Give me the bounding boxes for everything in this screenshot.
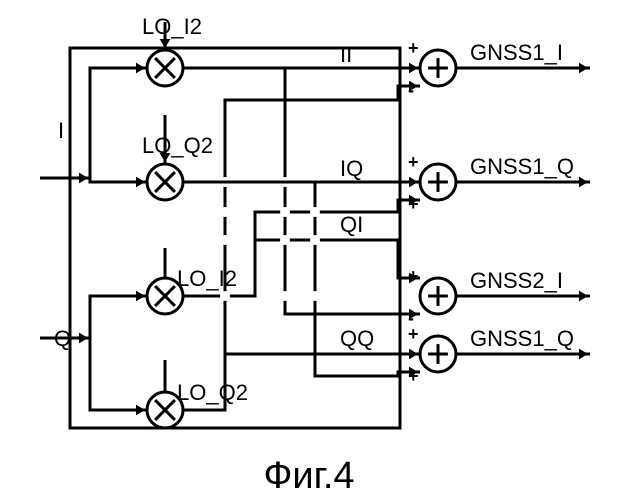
input-q-label: Q (54, 326, 71, 352)
lo-q2-top-label: LO_Q2 (142, 133, 213, 159)
mixer-iq-label: IQ (340, 156, 363, 182)
mixer-ii-label: II (340, 42, 352, 68)
diagram-canvas: +-+++-++ I Q LO_I2 LO_Q2 LO_I2 LO_Q2 II … (0, 0, 618, 500)
svg-text:-: - (408, 308, 414, 328)
figure-caption: Фиг.4 (0, 455, 618, 498)
out-a2-label: GNSS1_Q (470, 154, 574, 180)
out-a3-label: GNSS2_I (470, 268, 563, 294)
svg-text:-: - (408, 80, 414, 100)
out-a1-label: GNSS1_I (470, 40, 563, 66)
diagram-svg: +-+++-++ (0, 0, 618, 500)
svg-text:+: + (408, 38, 419, 58)
svg-text:+: + (408, 324, 419, 344)
svg-text:+: + (408, 266, 419, 286)
lo-i2-bot-label: LO_I2 (177, 266, 237, 292)
out-a4-label: GNSS1_Q (470, 326, 574, 352)
svg-text:+: + (408, 152, 419, 172)
lo-i2-top-label: LO_I2 (142, 14, 202, 40)
mixer-qi-label: QI (340, 212, 363, 238)
input-i-label: I (58, 118, 64, 144)
lo-q2-bot-label: LO_Q2 (177, 380, 248, 406)
mixer-qq-label: QQ (340, 326, 374, 352)
svg-text:+: + (408, 194, 419, 214)
svg-text:+: + (408, 366, 419, 386)
